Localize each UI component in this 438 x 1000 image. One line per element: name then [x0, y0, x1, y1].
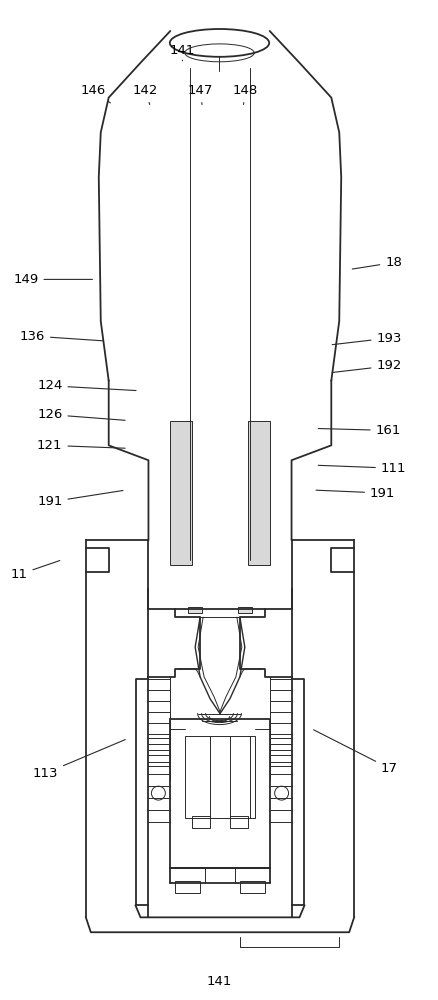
Ellipse shape	[170, 29, 268, 57]
Text: 121: 121	[37, 439, 125, 452]
Text: 148: 148	[233, 84, 258, 105]
Text: 193: 193	[332, 332, 401, 345]
Text: 141: 141	[170, 44, 194, 61]
Polygon shape	[237, 607, 251, 613]
Text: 142: 142	[132, 84, 158, 105]
Polygon shape	[185, 736, 254, 818]
Text: 126: 126	[37, 408, 125, 421]
Polygon shape	[247, 421, 269, 565]
Text: 17: 17	[313, 730, 397, 775]
Polygon shape	[170, 719, 269, 868]
Text: 192: 192	[332, 359, 401, 372]
Text: 11: 11	[11, 561, 60, 581]
Text: 161: 161	[318, 424, 400, 437]
Text: 191: 191	[315, 487, 395, 500]
Text: 136: 136	[20, 330, 103, 343]
Text: 146: 146	[80, 84, 110, 103]
Text: 111: 111	[318, 462, 406, 475]
Text: 147: 147	[187, 84, 212, 105]
Text: 18: 18	[351, 256, 401, 269]
Text: 113: 113	[32, 740, 125, 780]
Text: 141: 141	[206, 975, 232, 988]
Polygon shape	[170, 421, 192, 565]
Text: 191: 191	[37, 490, 123, 508]
Text: 149: 149	[13, 273, 92, 286]
Text: 124: 124	[37, 379, 136, 392]
Polygon shape	[188, 607, 201, 613]
